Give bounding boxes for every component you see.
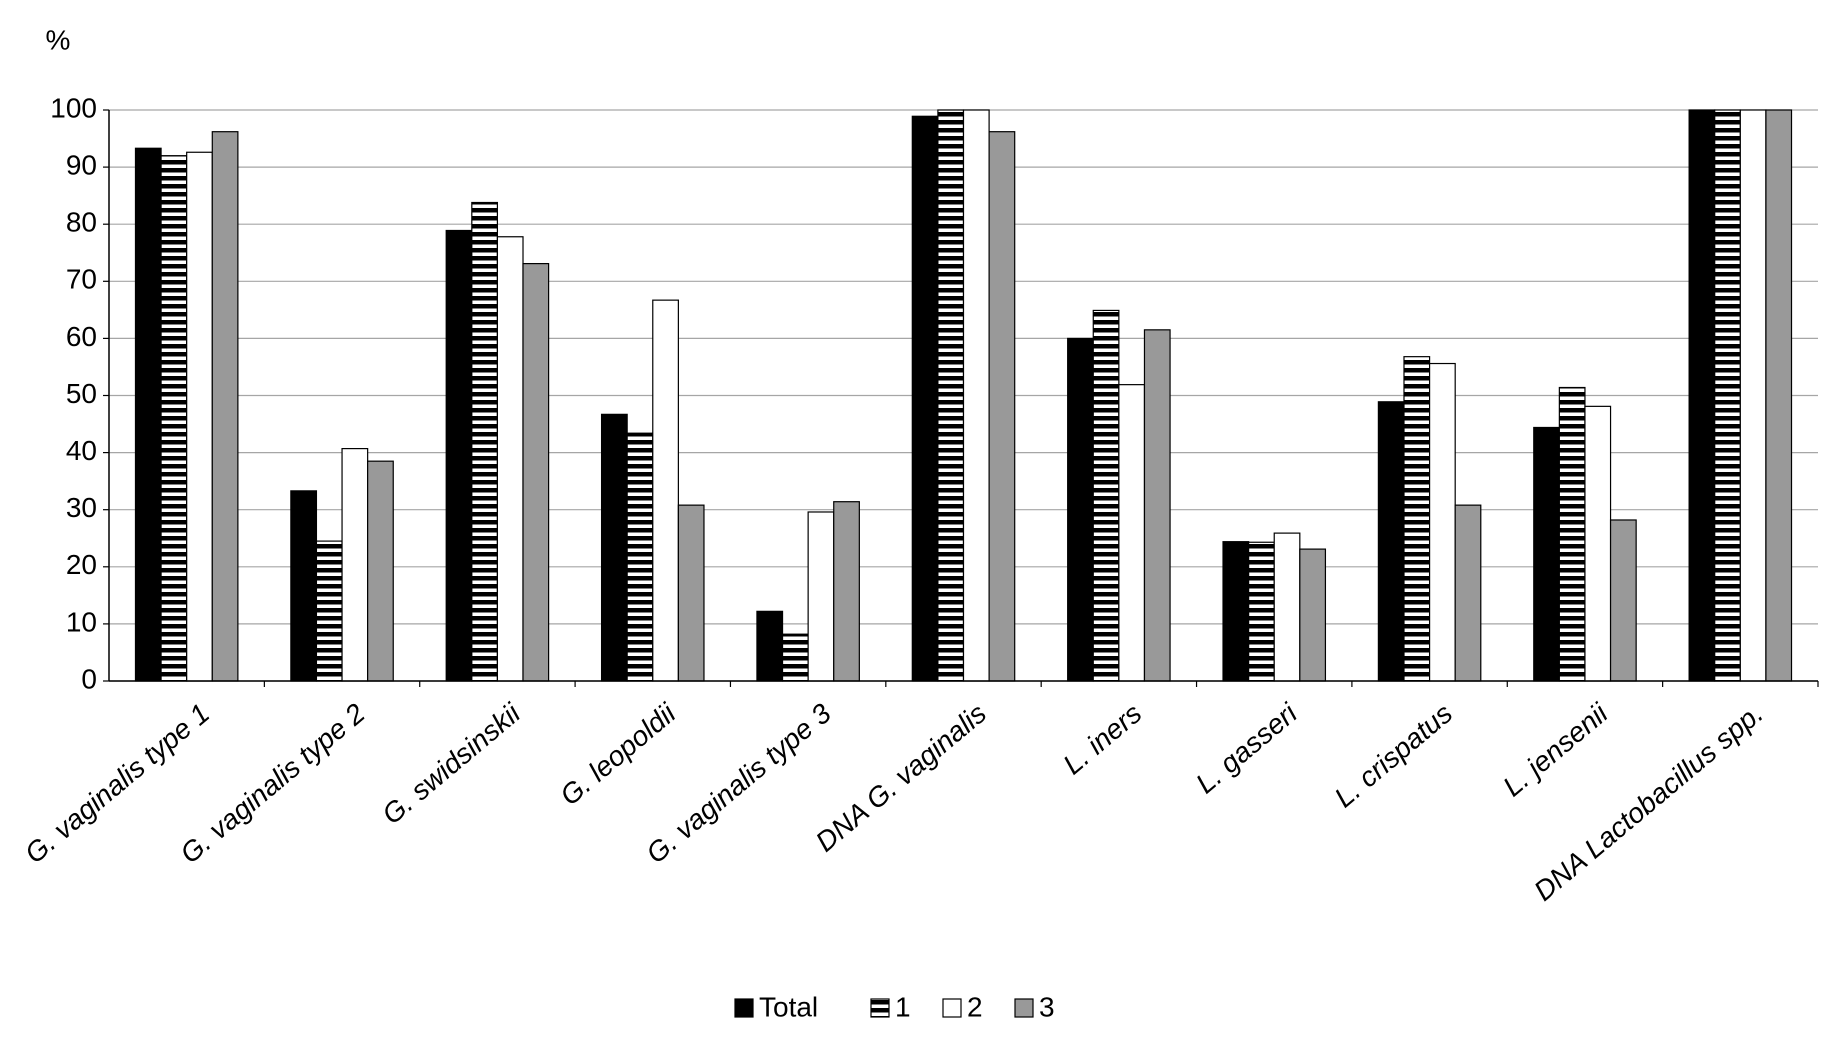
bar (937, 109, 965, 682)
legend-label: Total (759, 991, 818, 1022)
bar (1714, 109, 1741, 682)
bar (341, 448, 369, 682)
bar (988, 131, 1016, 682)
bar (496, 236, 524, 682)
x-tick-label: L. crispatus (1329, 698, 1459, 814)
bar (600, 413, 628, 682)
x-tick-label: DNA G. vaginalis (810, 698, 992, 858)
y-tick-label: 30 (66, 492, 97, 523)
bar (1403, 356, 1431, 682)
bar (1273, 532, 1301, 682)
legend-swatch (1014, 998, 1034, 1018)
bar (833, 501, 860, 682)
legend-label: 3 (1039, 991, 1055, 1022)
bar (1765, 109, 1793, 682)
y-tick-label: 100 (50, 92, 97, 123)
bar (1143, 329, 1171, 682)
bar (522, 262, 550, 682)
y-tick-label: 90 (66, 149, 97, 180)
bar (445, 229, 473, 682)
bar (807, 511, 835, 682)
y-tick-label: 50 (66, 378, 97, 409)
bar (160, 155, 188, 682)
bar (652, 299, 679, 682)
bar (1299, 548, 1327, 682)
legend-swatch (942, 998, 962, 1018)
y-tick-label: 70 (66, 264, 97, 295)
bar (1584, 405, 1612, 682)
bar (677, 504, 705, 682)
bar (211, 131, 239, 682)
bar (1222, 541, 1250, 682)
y-tick-label: 60 (66, 321, 97, 352)
bar (1248, 541, 1275, 682)
bar (134, 147, 162, 682)
bar (1454, 504, 1482, 682)
bar (1092, 309, 1120, 682)
x-tick-label: L. gasseri (1190, 697, 1304, 799)
legend-swatch (734, 998, 754, 1018)
x-tick-label: G. leopoldii (554, 697, 682, 811)
legend-label: 2 (967, 991, 983, 1022)
x-tick-label: L. jensenii (1497, 697, 1614, 802)
bar (367, 460, 394, 682)
y-axis-label: % (46, 24, 71, 55)
bar (186, 151, 213, 682)
legend-label: 1 (895, 991, 911, 1022)
bar (1533, 426, 1560, 682)
y-tick-label: 0 (81, 663, 97, 694)
bar (756, 610, 784, 682)
y-tick-label: 80 (66, 207, 97, 238)
bar (1688, 109, 1716, 682)
y-tick-label: 20 (66, 549, 97, 580)
bar (911, 115, 939, 682)
bar (962, 109, 990, 682)
bar (1067, 337, 1094, 682)
bar (1118, 384, 1146, 682)
bar (1739, 109, 1767, 682)
bar (315, 540, 343, 682)
bar (781, 633, 809, 682)
bar (626, 432, 654, 682)
bar (1609, 519, 1637, 682)
y-tick-label: 40 (66, 435, 97, 466)
x-tick-label: G. swidsinskii (376, 697, 526, 830)
legend-swatch (870, 998, 890, 1018)
x-tick-label: L. iners (1057, 698, 1147, 781)
bar (471, 201, 499, 682)
bar (1377, 401, 1405, 682)
bar (1558, 386, 1586, 682)
y-tick-label: 10 (66, 606, 97, 637)
bar (290, 490, 318, 682)
bar (1428, 362, 1456, 682)
